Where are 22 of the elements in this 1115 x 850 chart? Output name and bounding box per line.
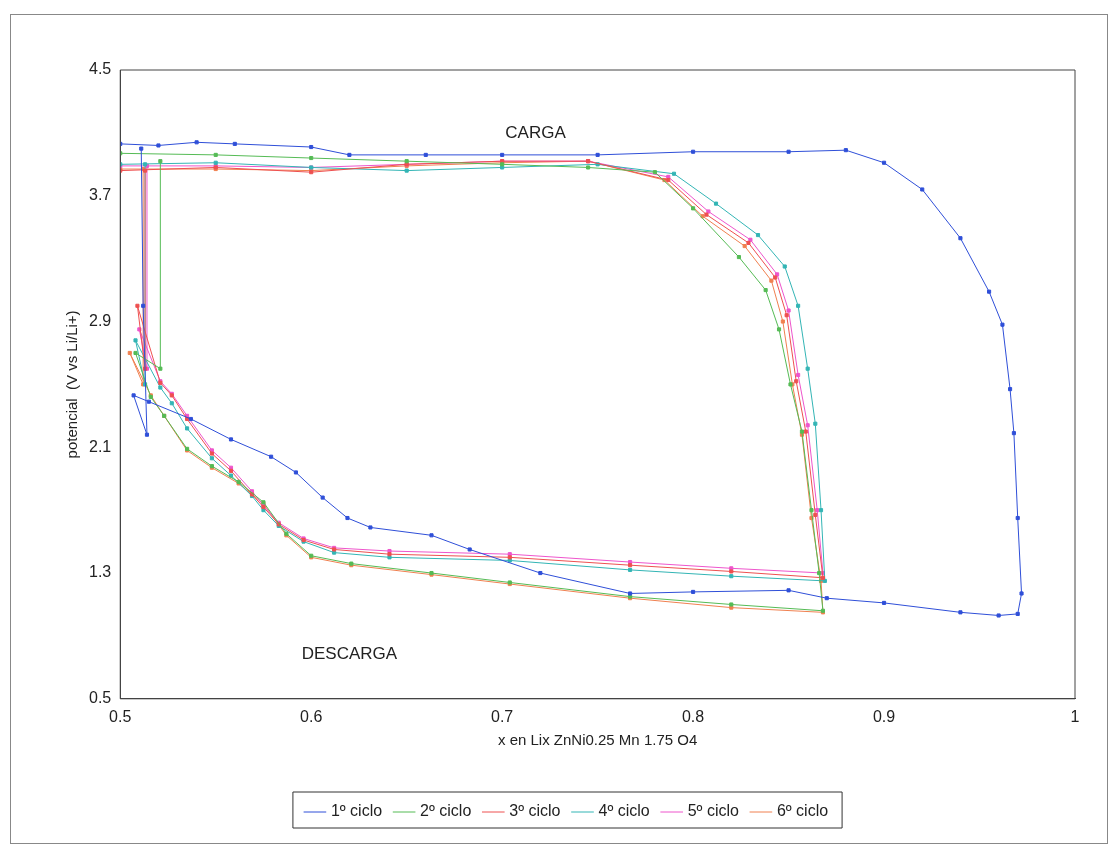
y-tick-label: 2.1 bbox=[88, 437, 112, 455]
annotation: DESCARGA bbox=[301, 644, 398, 664]
y-tick-label: 1.3 bbox=[88, 563, 112, 581]
x-axis-title: x en Lix ZnNi0.25 Mn 1.75 O4 bbox=[497, 731, 698, 749]
x-tick-label: 0.9 bbox=[872, 707, 896, 725]
x-tick-label: 0.7 bbox=[491, 707, 514, 725]
legend-label: 1º ciclo bbox=[330, 802, 383, 820]
legend-label: 2º ciclo bbox=[420, 802, 472, 820]
legend-label: 4º ciclo bbox=[598, 802, 650, 820]
y-tick-label: 0.5 bbox=[88, 689, 112, 707]
legend-label: 5º ciclo bbox=[687, 802, 739, 820]
y-axis-title: potencial (V vs Li/Li+) bbox=[63, 310, 81, 459]
annotation: CARGA bbox=[505, 122, 567, 142]
legend-label: 6º ciclo bbox=[776, 802, 829, 820]
y-tick-label: 3.7 bbox=[88, 186, 112, 204]
y-tick-label: 4.5 bbox=[88, 60, 112, 78]
x-tick-label: 0.5 bbox=[109, 707, 132, 725]
legend-label: 3º ciclo bbox=[509, 802, 561, 820]
x-tick-label: 0.8 bbox=[681, 707, 705, 725]
x-tick-label: 1 bbox=[1070, 707, 1080, 725]
y-tick-label: 2.9 bbox=[88, 311, 112, 329]
x-tick-label: 0.6 bbox=[300, 707, 323, 725]
